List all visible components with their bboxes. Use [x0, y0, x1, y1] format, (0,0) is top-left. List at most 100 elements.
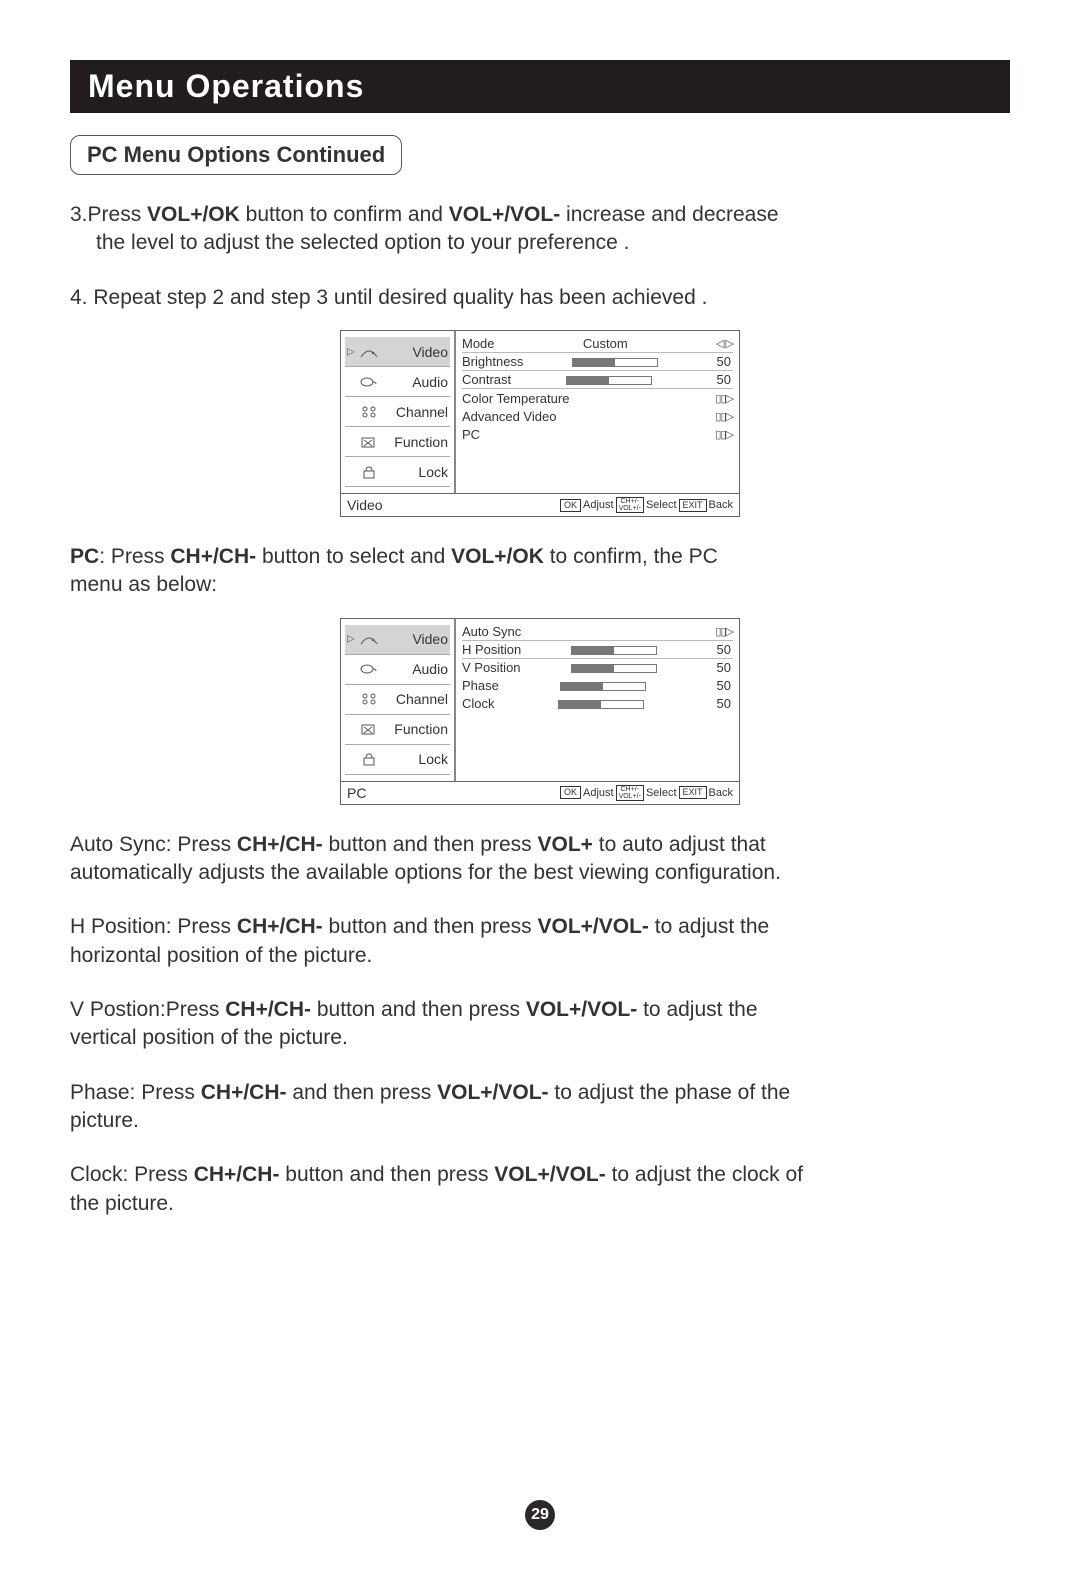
label: Mode	[462, 336, 495, 351]
slider[interactable]	[558, 700, 644, 709]
t: 3.Press	[70, 203, 147, 226]
slider-fill	[567, 377, 609, 384]
value: Custom	[495, 336, 716, 351]
t: the picture.	[70, 1192, 174, 1215]
value: 50	[707, 372, 733, 387]
tab-audio[interactable]: Audio	[345, 655, 450, 685]
t: to adjust the	[649, 915, 769, 938]
row-brightness[interactable]: Brightness 50	[462, 353, 733, 371]
t: CH+/-	[619, 498, 641, 505]
t: Back	[709, 787, 733, 799]
page-number: 29	[531, 1506, 549, 1524]
t: CH+/CH-	[225, 998, 311, 1021]
t: the level to adjust the selected option …	[70, 229, 630, 257]
row-auto-sync[interactable]: Auto Sync ▯▯▷	[462, 623, 733, 641]
t: Clock: Press	[70, 1163, 194, 1186]
t: Adjust	[583, 499, 614, 511]
t: vertical position of the picture.	[70, 1026, 348, 1049]
channel-icon	[359, 405, 379, 419]
slider-fill	[572, 665, 614, 672]
row-pc[interactable]: PC ▯▯▷	[462, 425, 733, 443]
enter-icon: ▯▯▷	[715, 410, 733, 423]
t: Auto Sync: Press	[70, 833, 237, 856]
t: : Press	[99, 545, 170, 568]
slider-fill	[573, 359, 615, 366]
triangle-icon: ▷	[347, 634, 355, 645]
t: Adjust	[583, 787, 614, 799]
osd-footer: Video OK Adjust CH+/-VOL+/- Select EXIT …	[341, 493, 739, 516]
osd-footer: PC OK Adjust CH+/-VOL+/- Select EXIT Bac…	[341, 781, 739, 804]
t: VOL+/-	[619, 793, 641, 800]
t: VOL+/OK	[451, 545, 544, 568]
tab-channel[interactable]: Channel	[345, 685, 450, 715]
t: Select	[646, 499, 677, 511]
label: Color Temperature	[462, 391, 569, 406]
t: to auto adjust that	[593, 833, 766, 856]
triangle-icon: ▷	[347, 346, 355, 357]
row-h-position[interactable]: H Position 50	[462, 641, 733, 659]
hpos-text: H Position: Press CH+/CH- button and the…	[70, 913, 1010, 970]
tab-label: Function	[394, 434, 448, 450]
tab-function[interactable]: Function	[345, 715, 450, 745]
subtitle-box: PC Menu Options Continued	[70, 135, 402, 175]
tab-lock[interactable]: Lock	[345, 745, 450, 775]
auto-sync-text: Auto Sync: Press CH+/CH- button and then…	[70, 831, 1010, 888]
chvol-button: CH+/-VOL+/-	[616, 785, 644, 801]
row-mode[interactable]: Mode Custom ◁ ▷	[462, 335, 733, 353]
row-clock[interactable]: Clock 50	[462, 695, 733, 713]
osd-content: Mode Custom ◁ ▷ Brightness 50 Contrast 5…	[456, 331, 739, 493]
page-number-badge: 29	[525, 1500, 555, 1530]
slider[interactable]	[571, 646, 657, 655]
t: VOL+/VOL-	[494, 1163, 605, 1186]
footer-label: PC	[347, 785, 558, 801]
enter-icon: ▯▯▷	[715, 428, 733, 441]
t: CH+/CH-	[237, 915, 323, 938]
video-icon	[359, 632, 379, 646]
t: horizontal position of the picture.	[70, 944, 372, 967]
osd-sidebar: ▷ Video Audio Channel Function Lock	[341, 619, 456, 781]
row-phase[interactable]: Phase 50	[462, 677, 733, 695]
row-v-position[interactable]: V Position 50	[462, 659, 733, 677]
label: PC	[462, 427, 480, 442]
row-contrast[interactable]: Contrast 50	[462, 371, 733, 389]
slider[interactable]	[571, 664, 657, 673]
slider[interactable]	[572, 358, 658, 367]
row-color-temp[interactable]: Color Temperature ▯▯▷	[462, 389, 733, 407]
t: PC	[70, 545, 99, 568]
step3-text: 3.Press VOL+/OK button to confirm and VO…	[70, 201, 1010, 258]
t: CH+/CH-	[170, 545, 256, 568]
page-title: Menu Operations	[88, 68, 364, 104]
enter-icon: ▯▯▷	[715, 625, 733, 638]
tab-label: Audio	[412, 374, 448, 390]
tab-channel[interactable]: Channel	[345, 397, 450, 427]
exit-button: EXIT	[679, 786, 707, 799]
value: 50	[707, 642, 733, 657]
tab-lock[interactable]: Lock	[345, 457, 450, 487]
tab-video[interactable]: ▷ Video	[345, 337, 450, 367]
clock-text: Clock: Press CH+/CH- button and then pre…	[70, 1161, 1010, 1218]
label: Advanced Video	[462, 409, 556, 424]
value: 50	[707, 678, 733, 693]
t: button and then press	[323, 915, 538, 938]
slider-fill	[561, 683, 603, 690]
t: button and then press	[311, 998, 526, 1021]
slider-fill	[572, 647, 614, 654]
tab-audio[interactable]: Audio	[345, 367, 450, 397]
phase-text: Phase: Press CH+/CH- and then press VOL+…	[70, 1079, 1010, 1136]
t: VOL+/VOL-	[449, 203, 560, 226]
row-advanced-video[interactable]: Advanced Video ▯▯▷	[462, 407, 733, 425]
lr-arrows-icon: ◁ ▷	[716, 337, 733, 350]
slider[interactable]	[560, 682, 646, 691]
t: VOL+/VOL-	[526, 998, 637, 1021]
tab-video[interactable]: ▷ Video	[345, 625, 450, 655]
label: Contrast	[462, 372, 511, 387]
label: Clock	[462, 696, 495, 711]
t: VOL+	[538, 833, 593, 856]
audio-icon	[359, 662, 379, 676]
osd-menu-pc: ▷ Video Audio Channel Function Lock	[340, 618, 740, 805]
tab-label: Lock	[418, 751, 448, 767]
value: 50	[707, 354, 733, 369]
tab-label: Channel	[396, 404, 448, 420]
slider[interactable]	[566, 376, 652, 385]
tab-function[interactable]: Function	[345, 427, 450, 457]
